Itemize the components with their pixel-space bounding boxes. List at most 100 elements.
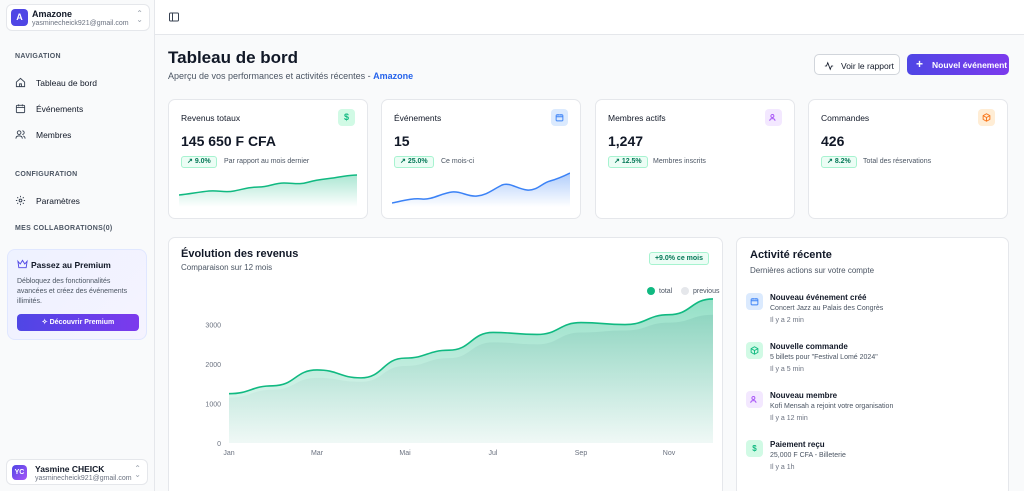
stat-note: Membres inscrits (653, 158, 706, 165)
y-tick-label: 3000 (205, 323, 221, 330)
stat-note: Ce mois-ci (441, 158, 475, 165)
org-email: yasminecheick921@gmail.com (32, 20, 129, 27)
activity-item-title: Paiement reçu (770, 440, 825, 449)
calendar-icon (746, 293, 763, 310)
sidebar-item-dashboard[interactable]: Tableau de bord (8, 72, 148, 94)
x-tick-label: Mai (399, 450, 411, 457)
x-tick-label: Nov (663, 450, 676, 457)
activity-item: Nouveau événement créé Concert Jazz au P… (746, 293, 1001, 333)
stat-value: 1,247 (608, 133, 644, 149)
nav-section-title: NAVIGATION (15, 53, 61, 60)
x-tick-label: Mar (311, 450, 324, 457)
revenue-area-chart: 0 1000 2000 3000 Jan Mar Mai Jul Sep Nov total prev… (205, 287, 720, 457)
chevron-up-down-icon: ⌃ ⌄ (136, 9, 143, 24)
users-icon (15, 130, 26, 139)
config-section-title: CONFIGURATION (15, 171, 78, 178)
plus-icon: + (916, 57, 924, 71)
activity-item: Nouveau membre Kofi Mensah a rejoint vot… (746, 391, 1001, 431)
activity-item-title: Nouveau membre (770, 391, 838, 400)
user-name: Yasmine CHEICK (35, 464, 105, 474)
stat-value: 145 650 F CFA (181, 133, 276, 149)
stat-trend-badge: ↗ 12.5% (608, 156, 648, 168)
stat-note: Total des réservations (863, 158, 932, 165)
activity-item-desc: Concert Jazz au Palais des Congrès (770, 305, 884, 312)
activity-item-time: Il y a 12 min (770, 415, 808, 422)
stat-note: Par rapport au mois dernier (224, 158, 310, 165)
legend-swatch-previous (681, 287, 689, 295)
box-icon (746, 342, 763, 359)
discover-premium-label: Découvrir Premium (49, 319, 115, 326)
user-email: yasminecheick921@gmail.com (35, 475, 132, 482)
view-report-label: Voir le rapport (841, 61, 894, 71)
discover-premium-button[interactable]: ✧ Découvrir Premium (17, 314, 139, 331)
page-subtitle: Aperçu de vos performances et activités … (168, 71, 413, 81)
activity-item-time: Il y a 1h (770, 464, 795, 471)
revenue-sparkline (179, 174, 357, 207)
sidebar-item-label: Événements (36, 104, 84, 114)
sidebar-item-settings[interactable]: Paramètres (8, 190, 148, 212)
sidebar-item-events[interactable]: Événements (8, 98, 148, 120)
activity-item-desc: Kofi Mensah a rejoint votre organisation (770, 403, 894, 410)
user-avatar: YC (12, 465, 27, 480)
stat-card-revenue: Revenus totaux $ 145 650 F CFA ↗ 9.0% Pa… (168, 99, 368, 219)
series-area-total (229, 298, 713, 443)
y-tick-label: 2000 (205, 362, 221, 369)
series-line-total (228, 298, 714, 395)
org-switcher[interactable]: A Amazone yasminecheick921@gmail.com ⌃ ⌄ (6, 4, 150, 31)
legend-label-previous: previous (693, 288, 720, 295)
view-report-button[interactable]: Voir le rapport (814, 54, 900, 75)
stat-trend-badge: ↗ 25.0% (394, 156, 434, 168)
premium-title: Passez au Premium (31, 260, 111, 270)
activity-item: Nouvelle commande 5 billets pour "Festiv… (746, 342, 1001, 382)
sidebar-toggle-icon[interactable] (168, 11, 180, 23)
chart-trend-badge: +9.0% ce mois (648, 252, 709, 265)
stat-trend-badge: ↗ 8.2% (821, 156, 857, 168)
activity-title: Activité récente (750, 249, 832, 261)
recent-activity-card: Activité récente Dernières actions sur v… (736, 237, 1009, 491)
stat-label: Membres actifs (608, 113, 666, 123)
page-title: Tableau de bord (168, 48, 299, 67)
org-name: Amazone (32, 9, 73, 19)
activity-subtitle: Dernières actions sur votre compte (750, 266, 875, 275)
legend-swatch-total (647, 287, 655, 295)
activity-item-desc: 25,000 F CFA - Billeterie (770, 452, 846, 459)
stat-label: Revenus totaux (181, 113, 241, 123)
new-event-label: Nouvel événement (932, 60, 1008, 70)
stat-card-members: Membres actifs 1,247 ↗ 12.5% Membres ins… (595, 99, 795, 219)
page-subtitle-text: Aperçu de vos performances et activités … (168, 71, 374, 81)
activity-icon (824, 61, 834, 71)
main-content: Tableau de bord Aperçu de vos performanc… (155, 35, 1024, 491)
sidebar-item-label: Tableau de bord (36, 78, 97, 88)
x-tick-label: Sep (575, 450, 588, 457)
stat-value: 15 (394, 133, 410, 149)
chevron-up-down-icon: ⌃ ⌄ (134, 464, 141, 479)
stat-trend-badge: ↗ 9.0% (181, 156, 217, 168)
x-tick-label: Jul (489, 450, 498, 457)
dollar-icon: $ (746, 440, 763, 457)
sidebar: A Amazone yasminecheick921@gmail.com ⌃ ⌄ … (0, 0, 155, 491)
sidebar-item-members[interactable]: Membres (8, 124, 148, 146)
stat-value: 426 (821, 133, 845, 149)
stat-label: Événements (394, 113, 442, 123)
stat-trend-value: 8.2% (834, 158, 851, 165)
stat-card-events: Événements 15 ↗ 25.0% Ce mois-ci (381, 99, 581, 219)
revenue-chart-card: Évolution des revenus Comparaison sur 12… (168, 237, 723, 491)
org-highlight: Amazone (373, 71, 414, 81)
y-tick-label: 0 (217, 441, 221, 448)
users-icon (746, 391, 763, 408)
calendar-icon (15, 104, 26, 114)
top-bar (155, 0, 1024, 35)
crown-icon (17, 259, 28, 269)
new-event-button[interactable]: + Nouvel événement (907, 54, 1009, 75)
user-menu[interactable]: YC Yasmine CHEICK yasminecheick921@gmail… (6, 459, 148, 485)
users-icon (765, 109, 782, 126)
activity-item-time: Il y a 5 min (770, 366, 804, 373)
x-tick-label: Jan (223, 450, 234, 457)
chart-subtitle: Comparaison sur 12 mois (181, 263, 273, 272)
calendar-icon (551, 109, 568, 126)
home-icon (15, 77, 26, 88)
stat-trend-value: 12.5% (621, 158, 642, 165)
gear-icon (15, 195, 26, 206)
sidebar-item-label: Membres (36, 130, 72, 140)
collab-section-title: MES COLLABORATIONS(0) (15, 225, 113, 232)
